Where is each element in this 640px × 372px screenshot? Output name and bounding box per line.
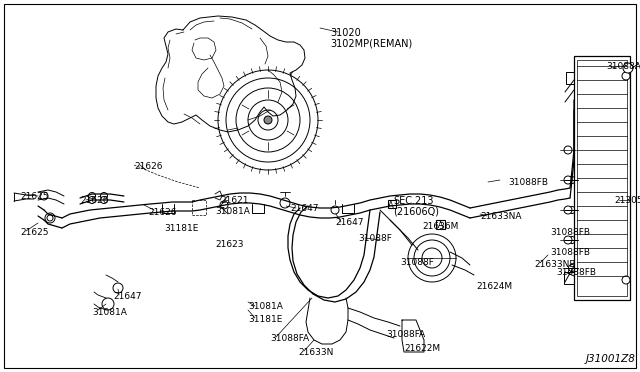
Bar xyxy=(388,200,396,208)
Circle shape xyxy=(218,70,318,170)
Text: 31088FB: 31088FB xyxy=(550,248,590,257)
Circle shape xyxy=(408,234,456,282)
Text: 21626: 21626 xyxy=(148,208,177,217)
Circle shape xyxy=(414,240,450,276)
Circle shape xyxy=(622,72,630,80)
Text: 31088A: 31088A xyxy=(606,62,640,71)
Text: 21626: 21626 xyxy=(80,196,109,205)
Text: SEC.213: SEC.213 xyxy=(393,196,433,206)
Circle shape xyxy=(568,206,575,214)
Circle shape xyxy=(331,206,339,214)
Circle shape xyxy=(45,213,55,223)
Text: 31088FB: 31088FB xyxy=(550,228,590,237)
Circle shape xyxy=(280,198,290,208)
Circle shape xyxy=(226,78,310,162)
Text: 21305Y: 21305Y xyxy=(614,196,640,205)
Circle shape xyxy=(258,110,278,130)
Text: 21625: 21625 xyxy=(20,192,49,201)
Text: 31081A: 31081A xyxy=(215,207,250,216)
Text: 31088FB: 31088FB xyxy=(508,178,548,187)
Bar xyxy=(577,60,627,296)
Text: 21624M: 21624M xyxy=(476,282,512,291)
Text: 31088F: 31088F xyxy=(400,258,434,267)
Circle shape xyxy=(422,248,442,268)
Text: 31088F: 31088F xyxy=(358,234,392,243)
Bar xyxy=(436,220,445,229)
Text: A: A xyxy=(438,221,443,230)
Text: 21633NA: 21633NA xyxy=(480,212,522,221)
Text: 21633NB: 21633NB xyxy=(534,260,575,269)
Circle shape xyxy=(40,192,48,200)
Text: 31088FB: 31088FB xyxy=(556,268,596,277)
Circle shape xyxy=(622,276,630,284)
Text: 31020: 31020 xyxy=(330,28,361,38)
Circle shape xyxy=(568,237,575,244)
Text: 21647: 21647 xyxy=(113,292,141,301)
Circle shape xyxy=(248,100,288,140)
Circle shape xyxy=(568,264,575,272)
Text: 21622M: 21622M xyxy=(404,344,440,353)
Circle shape xyxy=(264,116,272,124)
Circle shape xyxy=(220,201,228,209)
Text: 21636M: 21636M xyxy=(422,222,458,231)
Text: 21623: 21623 xyxy=(215,240,243,249)
Circle shape xyxy=(100,192,108,199)
Circle shape xyxy=(47,215,53,221)
Circle shape xyxy=(564,176,572,184)
Text: 21647: 21647 xyxy=(335,218,364,227)
Text: 21633N: 21633N xyxy=(298,348,333,357)
Circle shape xyxy=(236,88,300,152)
Circle shape xyxy=(88,196,95,203)
Circle shape xyxy=(564,146,572,154)
Text: 21647: 21647 xyxy=(290,204,319,213)
Circle shape xyxy=(623,63,633,73)
Text: 21625: 21625 xyxy=(20,228,49,237)
Text: 31181E: 31181E xyxy=(164,224,198,233)
Text: 21621: 21621 xyxy=(220,196,248,205)
Text: J31001Z8: J31001Z8 xyxy=(586,354,636,364)
Text: A: A xyxy=(388,202,394,211)
Circle shape xyxy=(88,192,95,199)
Text: 31181E: 31181E xyxy=(248,315,282,324)
Circle shape xyxy=(102,298,114,310)
Circle shape xyxy=(113,283,123,293)
Circle shape xyxy=(564,236,572,244)
Text: 31088FA: 31088FA xyxy=(270,334,309,343)
Text: 31088FA: 31088FA xyxy=(386,330,425,339)
Text: 21626: 21626 xyxy=(134,162,163,171)
Bar xyxy=(574,56,630,300)
Circle shape xyxy=(100,196,108,203)
Text: 31081A: 31081A xyxy=(92,308,127,317)
Circle shape xyxy=(568,176,575,183)
Text: (21606Q): (21606Q) xyxy=(393,207,439,217)
Text: 3102MP(REMAN): 3102MP(REMAN) xyxy=(330,38,412,48)
Text: 31081A: 31081A xyxy=(248,302,283,311)
Circle shape xyxy=(564,206,572,214)
